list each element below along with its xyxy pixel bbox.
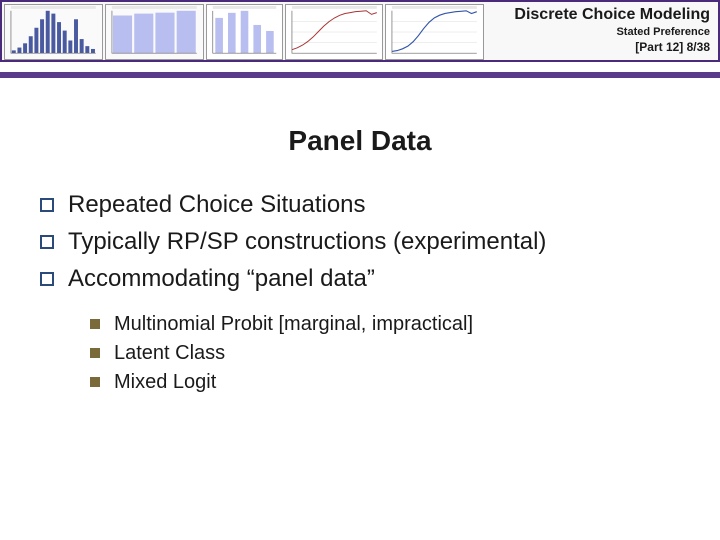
bullet-l1-text: Accommodating “panel data” <box>68 263 375 294</box>
slide-body: Panel Data Repeated Choice Situations Typ… <box>0 100 720 400</box>
header-thumb-1 <box>105 4 204 60</box>
header-thumb-4 <box>385 4 484 60</box>
square-outline-icon <box>40 235 54 249</box>
bullet-l1: Accommodating “panel data” <box>40 263 700 294</box>
square-fill-icon <box>90 377 100 387</box>
square-fill-icon <box>90 348 100 358</box>
course-title: Discrete Choice Modeling <box>490 6 710 24</box>
bullet-l2: Multinomial Probit [marginal, impractica… <box>90 313 700 336</box>
bullet-l1: Repeated Choice Situations <box>40 189 700 220</box>
header-thumb-0 <box>4 4 103 60</box>
bullet-l2-text: Mixed Logit <box>114 371 216 394</box>
bullet-l2: Mixed Logit <box>90 371 700 394</box>
header-thumb-2 <box>206 4 283 60</box>
square-fill-icon <box>90 319 100 329</box>
bullet-l2: Latent Class <box>90 342 700 365</box>
course-subtitle: Stated Preference <box>490 26 710 38</box>
header-thumb-3 <box>285 4 384 60</box>
part-indicator: [Part 12] 8/38 <box>490 40 710 54</box>
slide-header: Discrete Choice Modeling Stated Preferen… <box>0 0 720 62</box>
header-chart-thumbnails <box>4 4 484 60</box>
bullet-l1-text: Repeated Choice Situations <box>68 189 366 220</box>
square-outline-icon <box>40 272 54 286</box>
header-right: Discrete Choice Modeling Stated Preferen… <box>490 6 710 54</box>
bullet-l1: Typically RP/SP constructions (experimen… <box>40 226 700 257</box>
bullets-level-1: Repeated Choice Situations Typically RP/S… <box>40 189 700 295</box>
bullet-l1-text: Typically RP/SP constructions (experimen… <box>68 226 546 257</box>
square-outline-icon <box>40 198 54 212</box>
bullets-level-2: Multinomial Probit [marginal, impractica… <box>90 313 700 394</box>
accent-bar <box>0 72 720 78</box>
bullet-l2-text: Multinomial Probit [marginal, impractica… <box>114 313 473 336</box>
bullet-l2-text: Latent Class <box>114 342 225 365</box>
slide: Discrete Choice Modeling Stated Preferen… <box>0 0 720 540</box>
slide-title: Panel Data <box>20 125 700 157</box>
